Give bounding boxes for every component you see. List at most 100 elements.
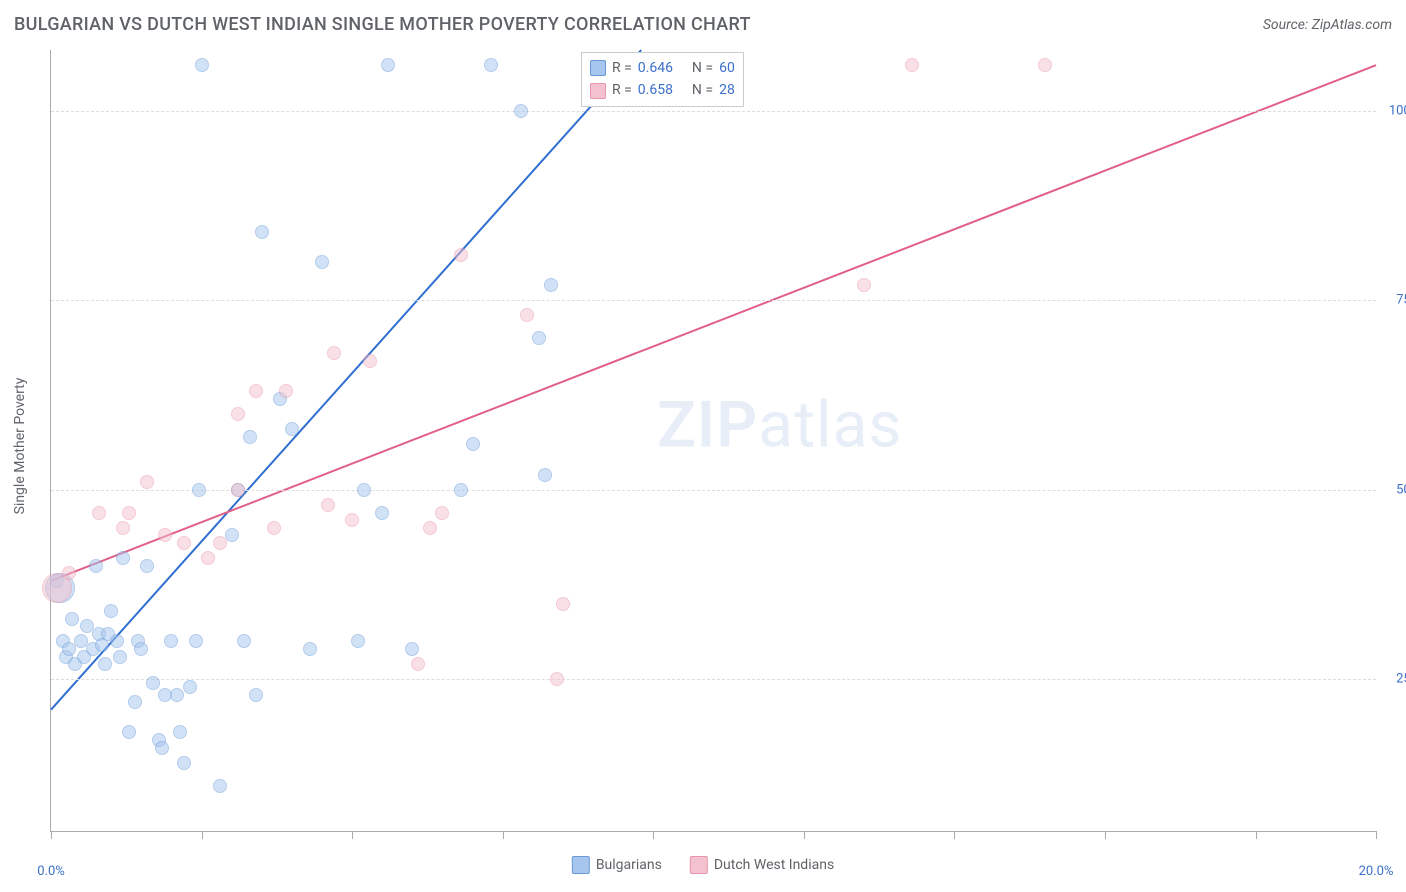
data-point [62,566,76,580]
data-point [1038,58,1052,72]
data-point [905,58,919,72]
data-point [411,657,425,671]
x-tick [51,831,52,839]
series-swatch [590,83,606,99]
legend-item: Bulgarians [572,856,662,874]
x-tick-label: 0.0% [37,864,65,879]
data-point [213,536,227,550]
stats-row: R = 0.658 N = 28 [590,79,735,101]
legend-label: Dutch West Indians [714,857,834,873]
data-point [556,597,570,611]
data-point [544,278,558,292]
data-point [249,384,263,398]
data-point [375,506,389,520]
data-point [201,551,215,565]
legend-swatch [690,856,708,874]
scatter-chart: ZIPatlas R = 0.646 N = 60R = 0.658 N = 2… [50,50,1376,832]
data-point [140,475,154,489]
legend: Bulgarians Dutch West Indians [572,856,834,874]
data-point [116,521,130,535]
data-point [315,255,329,269]
data-point [177,536,191,550]
data-point [113,650,127,664]
stats-row: R = 0.646 N = 60 [590,57,735,79]
gridline [51,300,1376,301]
y-tick-label: 75.0% [1396,293,1406,308]
data-point [89,559,103,573]
source-attribution: Source: ZipAtlas.com [1263,17,1392,33]
data-point [285,422,299,436]
data-point [550,672,564,686]
x-tick [1376,831,1377,839]
data-point [146,676,160,690]
data-point [423,521,437,535]
series-swatch [590,60,606,76]
data-point [357,483,371,497]
data-point [213,779,227,793]
data-point [327,346,341,360]
data-point [192,483,206,497]
chart-title: BULGARIAN VS DUTCH WEST INDIAN SINGLE MO… [14,14,751,35]
data-point [303,642,317,656]
data-point [65,612,79,626]
data-point [173,725,187,739]
data-point [249,688,263,702]
y-tick-label: 100.0% [1389,103,1406,118]
x-tick [202,831,203,839]
data-point [140,559,154,573]
legend-label: Bulgarians [596,857,662,873]
gridline [51,679,1376,680]
data-point [122,506,136,520]
data-point [405,642,419,656]
y-axis-label: Single Mother Poverty [12,378,28,515]
data-point [466,437,480,451]
data-point [189,634,203,648]
data-point [538,468,552,482]
data-point [164,634,178,648]
data-point [279,384,293,398]
x-tick [503,831,504,839]
data-point [225,528,239,542]
data-point [116,551,130,565]
data-point [231,407,245,421]
data-point [857,278,871,292]
data-point [484,58,498,72]
x-tick [653,831,654,839]
data-point [255,225,269,239]
data-point [363,354,377,368]
data-point [243,430,257,444]
data-point [345,513,359,527]
x-tick [804,831,805,839]
data-point [231,483,245,497]
x-tick [1105,831,1106,839]
data-point [435,506,449,520]
data-point [321,498,335,512]
trend-line [51,65,1376,581]
y-tick-label: 25.0% [1396,672,1406,687]
data-point [104,604,118,618]
data-point [532,331,546,345]
data-point [267,521,281,535]
data-point [98,657,112,671]
data-point [454,483,468,497]
trend-line [51,50,641,710]
data-point [237,634,251,648]
gridline [51,490,1376,491]
data-point [183,680,197,694]
data-point [110,634,124,648]
gridline [51,111,1376,112]
data-point [520,308,534,322]
x-tick [1256,831,1257,839]
data-point [514,104,528,118]
data-point [195,58,209,72]
watermark: ZIPatlas [657,387,902,462]
x-tick [954,831,955,839]
data-point [158,528,172,542]
data-point [134,642,148,656]
data-point [381,58,395,72]
data-point [128,695,142,709]
x-tick-label: 20.0% [1359,864,1394,879]
data-point [351,634,365,648]
data-point [177,756,191,770]
data-point [155,741,169,755]
